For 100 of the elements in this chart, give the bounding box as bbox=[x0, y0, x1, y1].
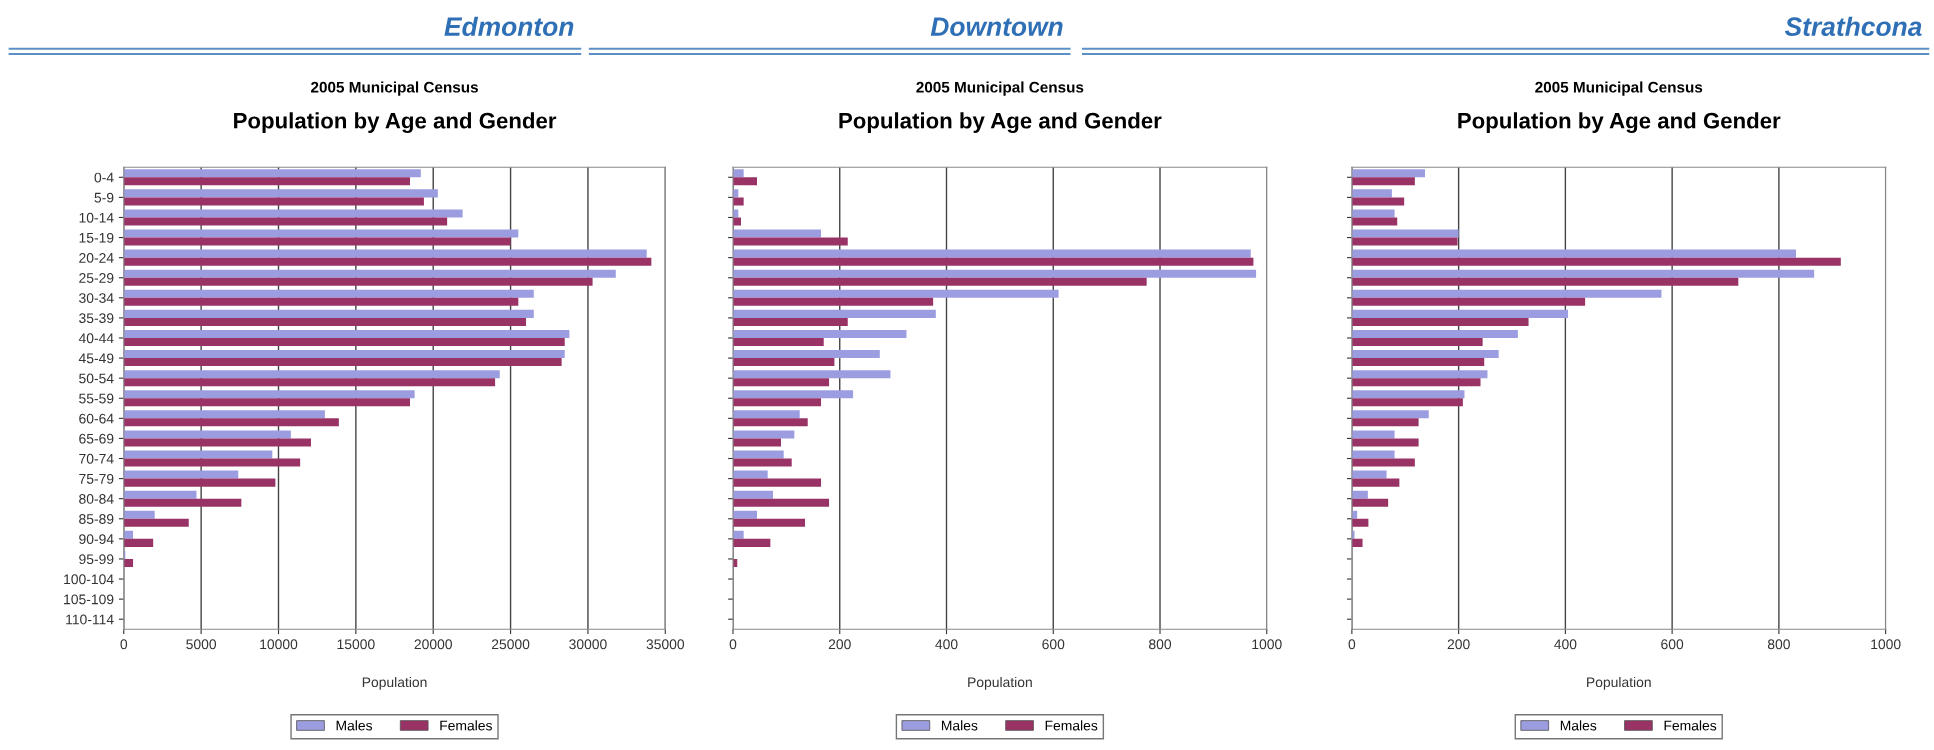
bar bbox=[732, 478, 822, 487]
bar bbox=[123, 390, 415, 399]
bar bbox=[123, 209, 463, 218]
bar bbox=[732, 269, 1257, 278]
y-tick-label: 100-104 bbox=[64, 574, 114, 585]
bar bbox=[123, 197, 424, 206]
y-tick-label: 55-59 bbox=[79, 393, 114, 404]
bar bbox=[1351, 309, 1569, 318]
text: Edmonton bbox=[444, 16, 574, 37]
bar bbox=[1351, 378, 1481, 387]
chart-subtitle: 2005 Municipal Census bbox=[1535, 81, 1703, 96]
x-tick-label: 200 bbox=[1447, 639, 1470, 650]
bar bbox=[732, 390, 854, 399]
y-tick-label: 35-39 bbox=[79, 313, 114, 324]
y-tick-label: 50-54 bbox=[79, 373, 114, 384]
bar bbox=[123, 398, 411, 407]
x-tick-label: 35000 bbox=[646, 639, 685, 650]
bar bbox=[123, 470, 239, 479]
bar bbox=[123, 418, 339, 427]
bar bbox=[1351, 189, 1392, 198]
x-tick-label: 20000 bbox=[414, 639, 452, 650]
bar bbox=[1351, 518, 1369, 527]
bar bbox=[123, 229, 519, 238]
bar bbox=[123, 378, 496, 387]
bar bbox=[1351, 269, 1815, 278]
bar bbox=[1351, 430, 1395, 439]
bar bbox=[123, 337, 565, 347]
y-tick-label: 45-49 bbox=[78, 353, 114, 364]
bar bbox=[732, 309, 936, 318]
y-tick-label: 15-19 bbox=[79, 232, 114, 243]
x-tick-label: 0 bbox=[1348, 639, 1356, 650]
x-axis-title: Population bbox=[362, 676, 427, 690]
bar bbox=[732, 470, 768, 479]
bar bbox=[1351, 297, 1586, 306]
y-tick-label: 110-114 bbox=[66, 614, 114, 625]
bar bbox=[123, 430, 291, 439]
bar bbox=[732, 350, 880, 359]
bar bbox=[123, 410, 325, 419]
bar bbox=[123, 538, 154, 547]
x-tick-label: 1000 bbox=[1871, 639, 1901, 650]
bar bbox=[732, 217, 741, 226]
bar bbox=[1351, 470, 1387, 479]
bar bbox=[1351, 249, 1796, 258]
bar bbox=[1351, 358, 1485, 367]
bar bbox=[732, 249, 1251, 258]
bar bbox=[123, 450, 273, 459]
chart-subtitle: 2005 Municipal Census bbox=[311, 81, 478, 96]
x-tick-label: 25000 bbox=[491, 639, 530, 650]
y-tick-label: 70-74 bbox=[79, 453, 114, 464]
bar bbox=[732, 370, 891, 379]
bar bbox=[123, 370, 500, 379]
bar bbox=[1351, 197, 1405, 206]
bar bbox=[1351, 169, 1425, 178]
bar bbox=[123, 518, 189, 527]
x-tick-label: 1000 bbox=[1252, 639, 1282, 650]
bar bbox=[1351, 458, 1415, 467]
bar bbox=[732, 530, 744, 539]
bar bbox=[123, 350, 565, 359]
bar bbox=[123, 498, 242, 507]
bar bbox=[732, 498, 830, 507]
bar bbox=[1351, 229, 1459, 238]
bar bbox=[732, 257, 1254, 266]
bar bbox=[123, 438, 311, 447]
bar bbox=[123, 237, 511, 246]
bar bbox=[1351, 490, 1368, 499]
bar bbox=[123, 249, 647, 258]
legend-label: Males bbox=[336, 720, 373, 731]
bar bbox=[1351, 390, 1465, 399]
bar bbox=[732, 518, 806, 527]
x-axis-title: Population bbox=[1587, 676, 1651, 690]
bar bbox=[1351, 438, 1419, 447]
bar bbox=[123, 269, 616, 278]
y-tick-label: 20-24 bbox=[79, 252, 114, 263]
bar bbox=[732, 430, 795, 439]
bar bbox=[1351, 498, 1389, 507]
y-tick-label: 65-69 bbox=[79, 433, 114, 444]
x-tick-label: 400 bbox=[1554, 639, 1577, 650]
bar bbox=[732, 418, 808, 427]
x-tick-label: 5000 bbox=[186, 639, 217, 650]
bar bbox=[1351, 538, 1363, 547]
bar bbox=[732, 317, 848, 326]
bar bbox=[123, 530, 134, 539]
bar bbox=[732, 277, 1147, 286]
bar bbox=[123, 257, 652, 266]
bar bbox=[1351, 257, 1841, 266]
text: Strathcona bbox=[1784, 16, 1922, 37]
bar bbox=[732, 337, 824, 347]
bar bbox=[732, 197, 744, 206]
y-tick-label: 105-109 bbox=[64, 594, 114, 605]
y-tick-label: 5-9 bbox=[94, 192, 114, 203]
x-tick-label: 800 bbox=[1767, 639, 1790, 650]
bar bbox=[123, 478, 276, 487]
y-tick-label: 10-14 bbox=[79, 212, 114, 223]
bar bbox=[732, 450, 784, 459]
bar bbox=[732, 538, 771, 547]
bar bbox=[123, 510, 155, 519]
chart-title: Population by Age and Gender bbox=[1458, 112, 1781, 134]
chart-title: Population by Age and Gender bbox=[839, 112, 1162, 134]
bar bbox=[1351, 418, 1419, 427]
bar bbox=[732, 410, 800, 419]
